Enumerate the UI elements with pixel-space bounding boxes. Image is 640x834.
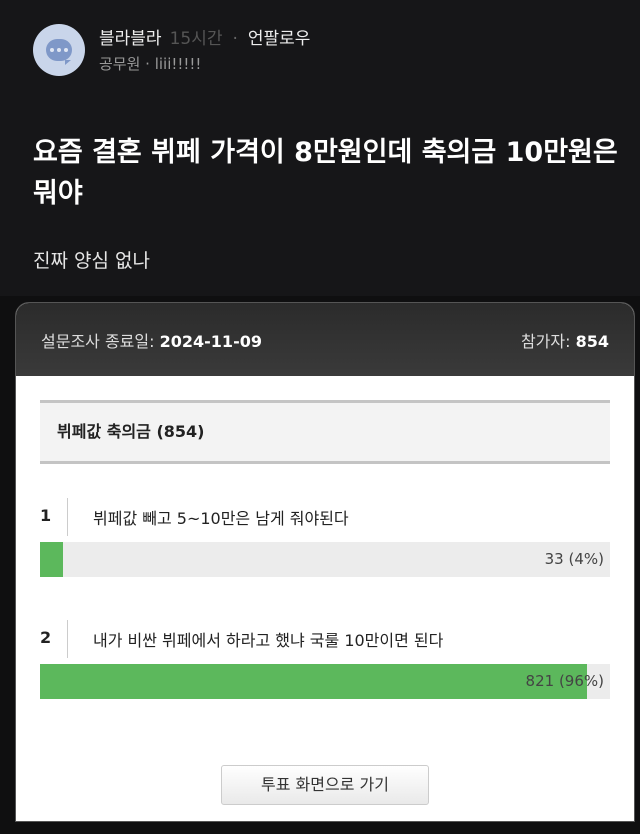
poll-card: 설문조사 종료일: 2024-11-09 참가자: 854 뷔페값 축의금 (8…	[15, 302, 635, 822]
author-name[interactable]: 블라블라	[99, 29, 162, 49]
poll-question: 뷔페값 축의금 (854)	[40, 400, 610, 464]
poll-header: 설문조사 종료일: 2024-11-09 참가자: 854	[16, 303, 634, 376]
post-area: 블라블라 15시간 · 언팔로우 공무원 · liii!!!!! 요즘 결혼 뷔페 가…	[0, 0, 640, 296]
participants-label: 참가자:	[520, 331, 571, 351]
option-label: 내가 비싼 뷔페에서 하라고 했냐 국룰 10만이면 된다	[93, 631, 444, 650]
end-date-label: 설문조사 종료일:	[41, 331, 155, 351]
option-number: 1	[40, 506, 52, 525]
chat-bubble-icon	[46, 39, 72, 65]
result-bar: 33 (4%)	[40, 542, 610, 577]
result-bar: 821 (96%)	[40, 664, 610, 699]
participants-count: 854	[575, 331, 609, 351]
post-time: 15시간	[169, 29, 223, 49]
result-value: 33 (4%)	[544, 550, 604, 568]
result-fill	[40, 542, 63, 577]
unfollow-button[interactable]: 언팔로우	[247, 29, 311, 49]
result-value: 821 (96%)	[525, 672, 604, 690]
post-meta: 블라블라 15시간 · 언팔로우	[99, 29, 311, 49]
go-to-vote-button[interactable]: 투표 화면으로 가기	[221, 765, 429, 805]
end-date: 2024-11-09	[159, 331, 262, 351]
post-body: 진짜 양심 없나	[33, 250, 150, 272]
option-number: 2	[40, 628, 52, 647]
result-fill	[40, 664, 588, 699]
option-label: 뷔페값 빼고 5~10만은 남게 줘야된다	[93, 509, 349, 528]
avatar[interactable]	[33, 24, 85, 76]
author-job: 공무원 · liii!!!!!	[99, 55, 202, 73]
post-title: 요즘 결혼 뷔페 가격이 8만원인데 축의금 10만원은 뭐야	[33, 137, 618, 209]
